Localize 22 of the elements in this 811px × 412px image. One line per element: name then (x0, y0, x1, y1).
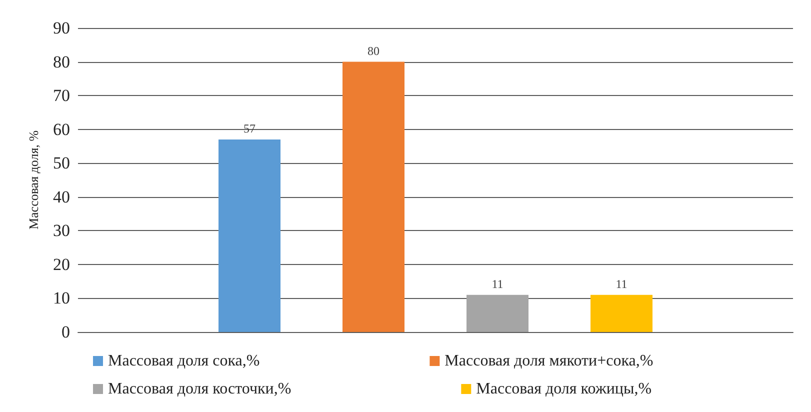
data-label: 80 (368, 44, 380, 58)
y-axis-title: Массовая доля, % (26, 130, 41, 230)
y-tick-label: 30 (53, 221, 70, 240)
y-tick-label: 10 (53, 288, 70, 308)
y-tick-label: 60 (53, 120, 70, 139)
data-label: 11 (492, 276, 504, 291)
bar (590, 294, 652, 332)
legend-label: Массовая доля кожицы,% (476, 380, 652, 398)
legend-label: Массовая доля мякоти+сока,% (444, 352, 654, 370)
y-tick-label: 50 (53, 154, 70, 173)
legend-label: Массовая доля сока,% (108, 352, 260, 370)
y-tick-label: 40 (53, 187, 70, 206)
y-tick-label: 0 (62, 322, 70, 342)
y-tick-label: 90 (53, 18, 70, 38)
bar (342, 62, 404, 332)
bar (466, 294, 528, 332)
y-tick-label: 80 (53, 52, 70, 72)
y-tick-label: 20 (53, 254, 70, 274)
y-tick-label: 70 (53, 86, 70, 106)
bar (218, 139, 280, 332)
legend-label: Массовая доля косточки,% (108, 380, 292, 398)
data-label: 11 (616, 276, 628, 291)
